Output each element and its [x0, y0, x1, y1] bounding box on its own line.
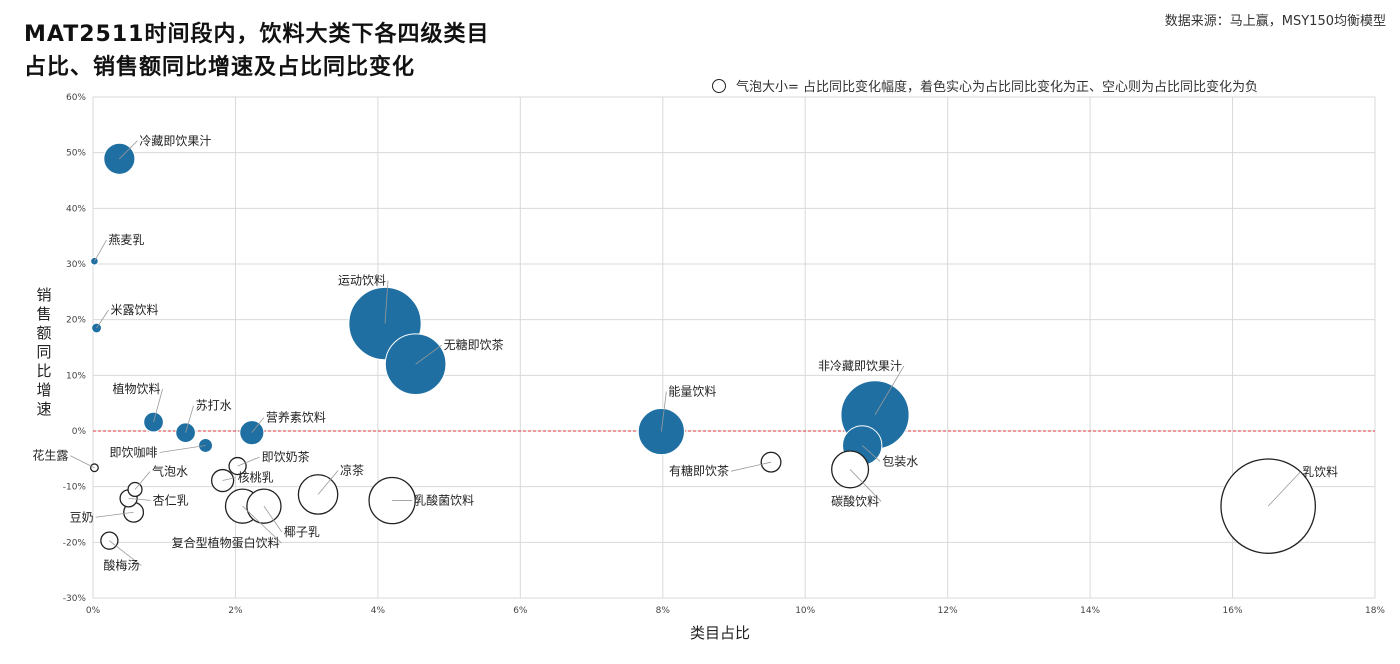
- label-leader-line: [222, 477, 236, 481]
- x-tick-label: 18%: [1365, 606, 1385, 616]
- point-label: 核桃乳: [238, 470, 274, 485]
- bubble-point: [89, 463, 99, 473]
- point-label: 营养素饮料: [266, 410, 326, 425]
- data-source-note: 数据来源：马上赢，MSY150均衡模型: [1164, 14, 1386, 29]
- x-tick-label: 6%: [513, 606, 528, 616]
- x-tick-label: 10%: [795, 606, 815, 616]
- point-label: 苏打水: [196, 399, 232, 413]
- label-leader-line: [153, 388, 163, 423]
- chart-title-line-1: MAT2511时间段内，饮料大类下各四级类目: [24, 22, 490, 47]
- point-label: 花生露: [32, 448, 68, 463]
- label-leader-line: [1267, 471, 1301, 507]
- y-tick-label: -30%: [63, 594, 87, 604]
- label-leader-line: [159, 445, 206, 453]
- plot-frame: [92, 96, 1376, 599]
- label-leader-line: [660, 391, 667, 432]
- label-leader-line: [94, 240, 107, 262]
- point-label: 运动饮料: [338, 274, 386, 288]
- x-tick-label: 0%: [86, 606, 101, 616]
- label-leader-line: [861, 445, 881, 462]
- label-leader-line: [874, 365, 905, 416]
- bubble-point: [246, 488, 282, 524]
- point-label: 非冷藏即饮果汁: [818, 359, 902, 373]
- point-label: 杏仁乳: [153, 493, 189, 507]
- y-tick-label: -10%: [63, 483, 87, 493]
- bubble-size-legend: 气泡大小= 占比同比变化幅度，着色实心为占比同比变化为正、空心则为占比同比变化为…: [712, 76, 1258, 95]
- label-leader-line: [185, 405, 194, 433]
- label-leader-line: [263, 505, 283, 533]
- point-label: 复合型植物蛋白饮料: [172, 535, 280, 550]
- label-leader-line: [384, 280, 389, 324]
- x-tick-label: 16%: [1223, 606, 1243, 616]
- x-axis-label: 类目占比: [690, 624, 751, 642]
- label-leader-line: [96, 309, 109, 329]
- y-tick-label: 30%: [66, 260, 86, 270]
- point-label: 米露饮料: [111, 303, 159, 317]
- y-tick-label: 10%: [66, 371, 86, 381]
- point-label: 豆奶: [70, 510, 94, 524]
- point-label: 植物饮料: [113, 381, 161, 396]
- label-leader-line: [730, 461, 772, 472]
- point-label: 乳酸菌饮料: [414, 493, 474, 508]
- point-label: 凉茶: [340, 462, 364, 477]
- label-leader-line: [109, 540, 142, 566]
- label-leader-line: [237, 456, 260, 467]
- hollow-circle-icon: [712, 78, 726, 93]
- point-label: 能量饮料: [668, 385, 716, 399]
- point-label: 有糖即饮茶: [669, 463, 729, 478]
- label-leader-line: [317, 470, 339, 495]
- point-label: 燕麦乳: [108, 233, 144, 247]
- point-label: 冷藏即饮果汁: [139, 134, 211, 148]
- label-leader-line: [242, 505, 282, 544]
- y-tick-label: 40%: [66, 204, 86, 214]
- x-tick-label: 4%: [371, 606, 386, 616]
- x-tick-label: 14%: [1080, 606, 1100, 616]
- label-leader-line: [415, 344, 442, 365]
- y-tick-label: 0%: [72, 427, 87, 437]
- point-label: 即饮奶茶: [262, 449, 310, 464]
- bubble-size-legend-text: 气泡大小= 占比同比变化幅度，着色实心为占比同比变化为正、空心则为占比同比变化为…: [736, 80, 1259, 95]
- y-tick-label: -20%: [63, 538, 87, 548]
- label-leader-line: [251, 417, 265, 433]
- point-label: 椰子乳: [284, 524, 320, 539]
- point-label: 乳饮料: [1302, 465, 1338, 479]
- point-label: 碳酸饮料: [831, 493, 879, 508]
- point-label: 酸梅汤: [103, 558, 139, 573]
- label-leader-line: [95, 511, 134, 518]
- x-tick-label: 8%: [656, 606, 671, 616]
- point-label: 即饮咖啡: [110, 444, 158, 459]
- y-tick-label: 50%: [66, 149, 86, 159]
- label-leader-line: [119, 140, 138, 160]
- x-tick-label: 12%: [938, 606, 958, 616]
- chart-title-line-2: 占比、销售额同比增速及占比同比变化: [24, 55, 416, 80]
- y-tick-label: 20%: [66, 316, 86, 326]
- label-leader-line: [849, 469, 882, 502]
- y-axis-label: 销售额同比增速: [36, 286, 52, 418]
- point-label: 无糖即饮茶: [444, 337, 504, 352]
- x-tick-label: 2%: [228, 606, 243, 616]
- label-leader-line: [128, 497, 151, 501]
- label-leader-line: [134, 471, 151, 490]
- point-label: 气泡水: [152, 463, 188, 478]
- point-label: 包装水: [882, 454, 918, 468]
- label-leader-line: [70, 455, 95, 469]
- y-tick-label: 60%: [66, 93, 86, 103]
